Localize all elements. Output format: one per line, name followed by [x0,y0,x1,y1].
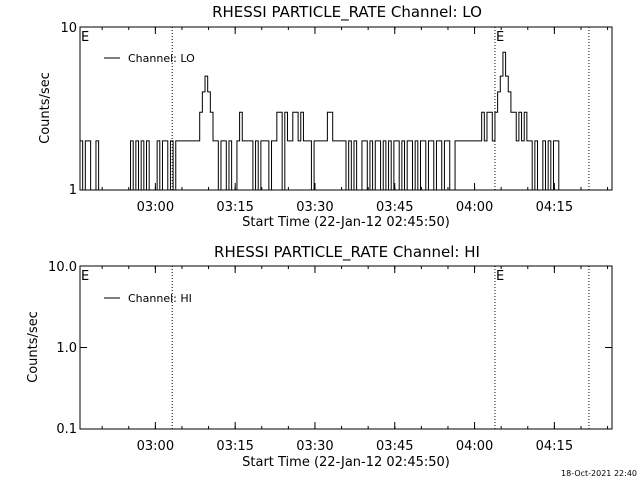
y-axis-label-hi: Counts/sec [26,311,41,383]
panel-hi: RHESSI PARTICLE_RATE Channel: HI 10.0 1.… [26,243,613,470]
x-ticks-hi: 03:00 03:15 03:30 03:45 04:00 04:15 [101,266,609,454]
x-tick-label: 03:30 [296,200,333,215]
x-ticks-lo: 03:00 03:15 03:30 03:45 04:00 04:15 [101,27,609,215]
x-tick-label: 03:00 [137,200,174,215]
y-tick-label-hi-1: 1.0 [56,341,77,356]
x-tick-label: 03:45 [376,439,413,454]
legend-label-hi: Channel: HI [128,292,192,305]
y-tick-label-hi-0p1: 0.1 [56,422,77,437]
y-tick-label-lo-10: 10 [60,21,77,36]
y-axis-label-lo: Counts/sec [38,72,53,144]
x-tick-label: 03:00 [137,439,174,454]
event-marker-label: E [81,269,89,284]
chart-title-lo: RHESSI PARTICLE_RATE Channel: LO [212,3,482,22]
chart-title-hi: RHESSI PARTICLE_RATE Channel: HI [214,243,480,262]
x-tick-label: 04:15 [536,200,573,215]
series-line-channel-lo [80,51,586,191]
generation-timestamp: 18-Oct-2021 22:40 [561,469,637,478]
panel-lo: RHESSI PARTICLE_RATE Channel: LO 10 1 Co… [38,3,613,230]
plot-frame-hi [79,265,613,430]
x-tick-label: 04:00 [456,439,493,454]
x-tick-label: 04:15 [536,439,573,454]
x-tick-label: 03:15 [216,439,253,454]
legend-label-lo: Channel: LO [128,52,195,65]
x-axis-label-lo: Start Time (22-Jan-12 02:45:50) [242,215,450,230]
y-tick-label-lo-1: 1 [69,183,77,198]
x-tick-label: 03:15 [216,200,253,215]
x-axis-label-hi: Start Time (22-Jan-12 02:45:50) [242,455,450,470]
event-marker-label: E [496,30,504,45]
x-tick-label: 03:30 [296,439,333,454]
x-tick-label: 04:00 [456,200,493,215]
x-tick-label: 03:45 [376,200,413,215]
event-marker-label: E [496,269,504,284]
y-tick-label-hi-10: 10.0 [48,260,77,275]
event-marker-label: E [81,30,89,45]
